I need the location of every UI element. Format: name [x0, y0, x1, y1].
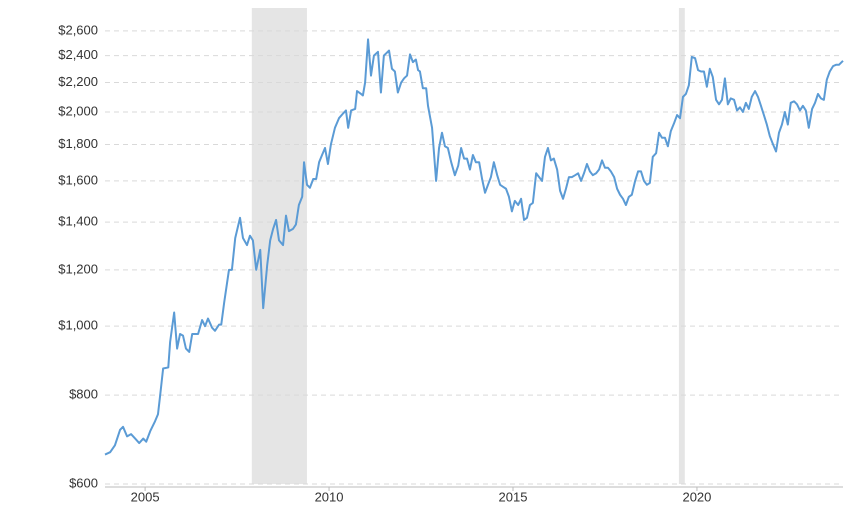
price-line: [104, 38, 844, 456]
x-tick-label: 2020: [682, 489, 711, 504]
y-tick-label: $1,000: [58, 318, 98, 333]
y-tick-label: $2,000: [58, 103, 98, 118]
y-tick-label: $2,600: [58, 22, 98, 37]
y-tick-label: $1,400: [58, 214, 98, 229]
y-tick-label: $1,200: [58, 261, 98, 276]
y-tick-label: $2,200: [58, 74, 98, 89]
x-tick-label: 2005: [131, 489, 160, 504]
shaded-range: [251, 8, 307, 484]
x-tick-label: 2015: [499, 489, 528, 504]
y-tick-label: $600: [69, 475, 98, 490]
shaded-range: [678, 8, 685, 484]
grid: [105, 30, 843, 485]
y-tick-label: $2,400: [58, 47, 98, 62]
bands: [251, 8, 685, 484]
axes: $600 $800 $1,000 $1,200 $1,400 $1,600 $1,800 $2…: [58, 22, 843, 504]
y-tick-label: $1,600: [58, 172, 98, 187]
y-tick-label: $800: [69, 387, 98, 402]
y-tick-label: $1,800: [58, 136, 98, 151]
plot: [104, 38, 844, 456]
x-tick-label: 2010: [315, 489, 344, 504]
